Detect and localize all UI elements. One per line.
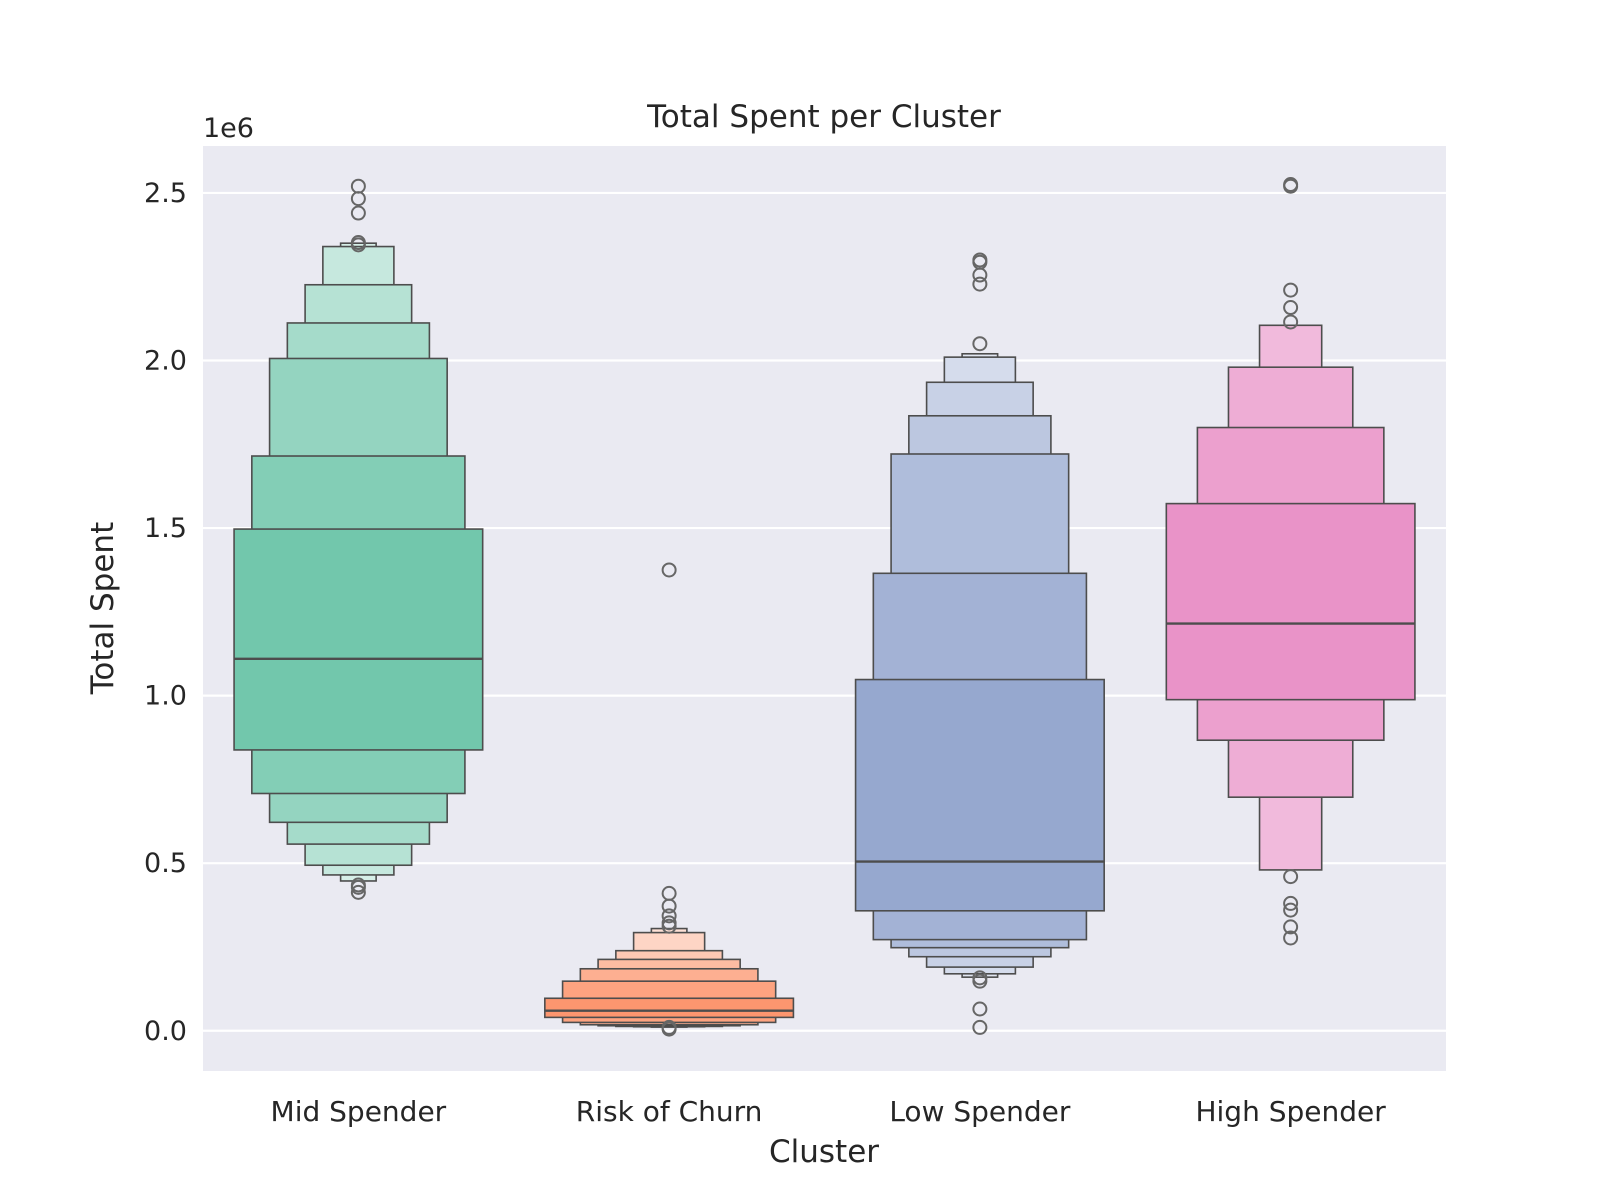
y-offset-label: 1e6 bbox=[203, 113, 254, 144]
outlier-point bbox=[1283, 282, 1299, 298]
outlier-point bbox=[1283, 895, 1299, 911]
y-axis-label: Total Spent bbox=[85, 522, 121, 695]
outlier-point bbox=[350, 205, 366, 221]
boxen-box bbox=[1165, 502, 1416, 701]
outlier-point bbox=[972, 970, 988, 986]
boxen-box bbox=[233, 528, 484, 751]
y-tick-label: 0.5 bbox=[144, 848, 187, 879]
outlier-point bbox=[350, 178, 366, 194]
outlier-point bbox=[661, 885, 677, 901]
outlier-point bbox=[972, 276, 988, 292]
outlier-point bbox=[350, 235, 366, 251]
y-tick-label: 2.5 bbox=[144, 178, 187, 209]
outlier-point bbox=[1283, 919, 1299, 935]
x-tick-label: High Spender bbox=[1195, 1095, 1386, 1128]
outlier-point bbox=[972, 1001, 988, 1017]
y-tick-label: 1.0 bbox=[144, 681, 187, 712]
boxen-risk-of-churn bbox=[544, 562, 795, 1037]
outlier-point bbox=[350, 877, 366, 893]
outlier-point bbox=[1283, 177, 1299, 193]
boxen-low-spender bbox=[854, 252, 1105, 1035]
outlier-point bbox=[661, 908, 677, 924]
chart-title: Total Spent per Cluster bbox=[646, 99, 1001, 135]
y-tick-label: 0.0 bbox=[144, 1016, 187, 1047]
x-tick-label: Low Spender bbox=[889, 1095, 1071, 1128]
outlier-point bbox=[1283, 930, 1299, 946]
boxen-mid-spender bbox=[233, 178, 484, 900]
x-axis-label: Cluster bbox=[769, 1134, 879, 1170]
boxen-box bbox=[544, 997, 795, 1019]
outlier-point bbox=[1283, 869, 1299, 885]
boxen-high-spender bbox=[1165, 177, 1416, 946]
outlier-point bbox=[1283, 902, 1299, 918]
outlier-point bbox=[1283, 314, 1299, 330]
outlier-point bbox=[350, 884, 366, 900]
outlier-point bbox=[972, 252, 988, 268]
x-tick-label: Risk of Churn bbox=[576, 1095, 763, 1128]
boxen-box bbox=[854, 678, 1105, 912]
y-tick-label: 1.5 bbox=[144, 513, 187, 544]
outlier-point bbox=[661, 562, 677, 578]
outlier-point bbox=[661, 915, 677, 931]
outlier-point bbox=[972, 336, 988, 352]
boxen-series bbox=[233, 177, 1416, 1037]
y-tick-labels: 0.0 0.5 1.0 1.5 2.0 2.5 bbox=[144, 178, 187, 1047]
y-tick-label: 2.0 bbox=[144, 345, 187, 376]
outlier-point bbox=[972, 1019, 988, 1035]
outlier-point bbox=[661, 1019, 677, 1035]
x-tick-label: Mid Spender bbox=[271, 1095, 447, 1128]
outlier-point bbox=[1283, 300, 1299, 316]
x-tick-labels: Mid Spender Risk of Churn Low Spender High … bbox=[271, 1095, 1387, 1128]
